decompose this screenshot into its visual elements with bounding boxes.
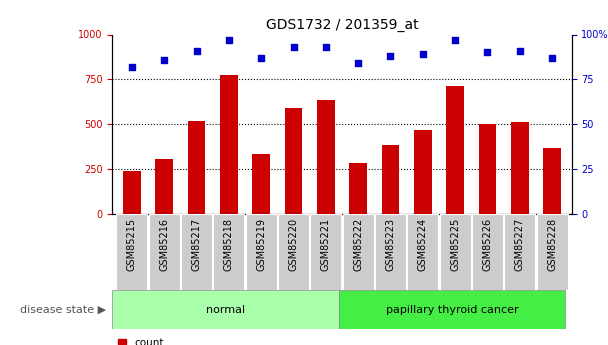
Bar [537, 214, 568, 290]
Text: GSM85224: GSM85224 [418, 218, 428, 271]
Point [159, 57, 169, 62]
Bar [112, 290, 339, 329]
Bar [213, 214, 244, 290]
Bar [220, 75, 238, 214]
Text: GSM85226: GSM85226 [483, 218, 492, 271]
Bar [414, 130, 432, 214]
Bar [440, 214, 471, 290]
Bar [123, 171, 141, 214]
Text: GSM85227: GSM85227 [515, 218, 525, 271]
Text: GSM85218: GSM85218 [224, 218, 234, 271]
Bar [188, 121, 206, 214]
Text: GSM85215: GSM85215 [127, 218, 137, 271]
Bar [317, 100, 335, 214]
Text: GSM85221: GSM85221 [321, 218, 331, 271]
Text: GSM85223: GSM85223 [385, 218, 395, 271]
Text: disease state ▶: disease state ▶ [20, 305, 106, 315]
Bar [181, 214, 212, 290]
Bar [382, 145, 399, 214]
Bar [285, 108, 302, 214]
Bar [478, 124, 496, 214]
Point [257, 55, 266, 61]
Point [547, 55, 557, 61]
Point [224, 37, 233, 43]
Legend: count, percentile rank within the sample: count, percentile rank within the sample [118, 338, 310, 345]
Bar [472, 214, 503, 290]
Text: GSM85220: GSM85220 [289, 218, 299, 271]
Point [418, 51, 427, 57]
Bar [339, 290, 565, 329]
Point [483, 50, 492, 55]
Bar [446, 86, 464, 214]
Point [289, 44, 299, 50]
Bar [252, 154, 270, 214]
Bar [511, 122, 529, 214]
Bar [116, 214, 147, 290]
Text: GSM85222: GSM85222 [353, 218, 363, 271]
Bar [543, 148, 561, 214]
Text: normal: normal [206, 305, 245, 315]
Bar [310, 214, 341, 290]
Bar [375, 214, 406, 290]
Point [451, 37, 460, 43]
Text: GSM85228: GSM85228 [547, 218, 557, 271]
Point [385, 53, 395, 59]
Bar [278, 214, 309, 290]
Text: GSM85216: GSM85216 [159, 218, 169, 271]
Bar [149, 214, 180, 290]
Point [321, 44, 331, 50]
Bar [246, 214, 277, 290]
Bar [343, 214, 374, 290]
Bar [349, 163, 367, 214]
Bar [407, 214, 438, 290]
Bar [155, 159, 173, 214]
Text: GSM85217: GSM85217 [192, 218, 201, 271]
Point [353, 60, 363, 66]
Point [515, 48, 525, 53]
Text: papillary thyroid cancer: papillary thyroid cancer [385, 305, 518, 315]
Bar [504, 214, 535, 290]
Point [192, 48, 201, 53]
Point [127, 64, 137, 70]
Title: GDS1732 / 201359_at: GDS1732 / 201359_at [266, 18, 418, 32]
Text: GSM85225: GSM85225 [450, 218, 460, 271]
Text: GSM85219: GSM85219 [256, 218, 266, 271]
